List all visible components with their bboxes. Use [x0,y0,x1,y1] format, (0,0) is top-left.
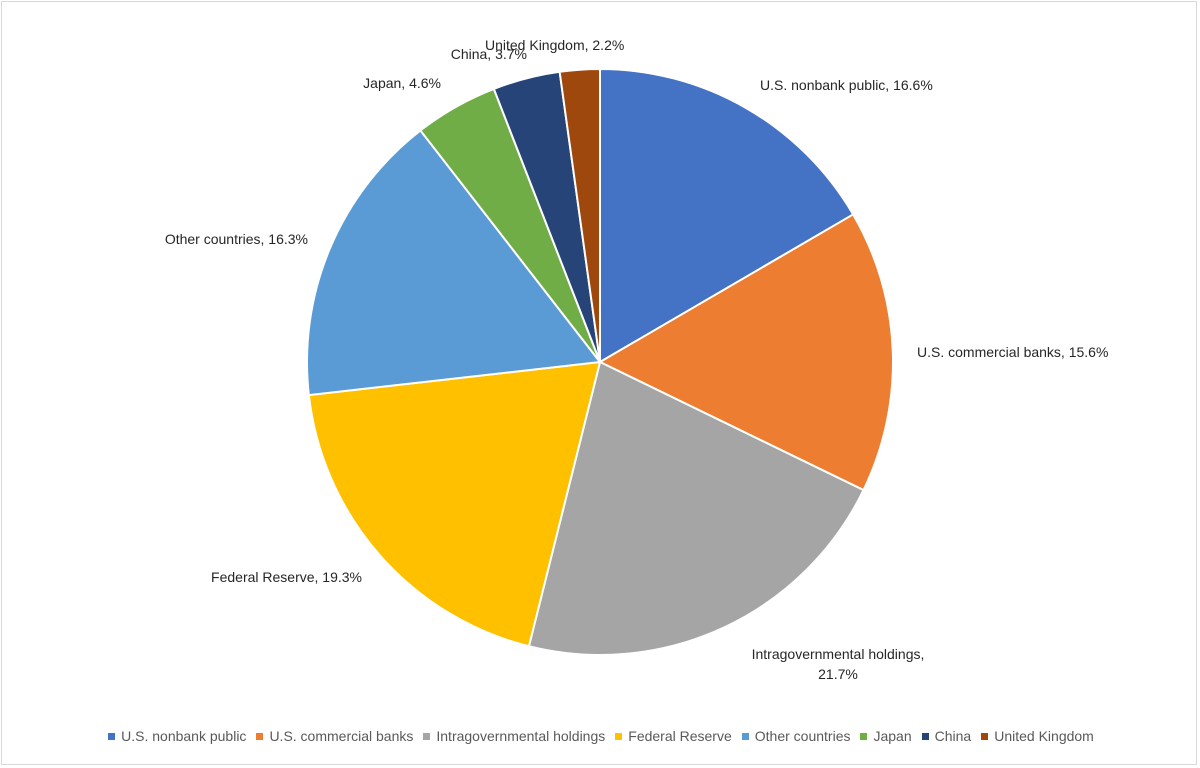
data-label-japan: Japan, 4.6% [363,75,441,91]
pie-slice-u-s-commercial-banks [597,213,894,492]
data-label-intragovernmental-holdings: Intragovernmental holdings, 21.7% [752,646,925,682]
legend-item-china: China [921,728,972,744]
legend-label: Intragovernmental holdings [436,728,606,744]
legend-swatch [423,732,431,740]
legend-item-united-kingdom: United Kingdom [981,728,1094,744]
data-label-u-s-commercial-banks: U.S. commercial banks, 15.6% [917,344,1108,360]
legend-item-u-s-commercial-banks: U.S. commercial banks [256,728,413,744]
legend-item-japan: Japan [860,728,912,744]
data-label-federal-reserve: Federal Reserve, 19.3% [211,569,362,585]
legend-swatch [615,732,623,740]
data-label-other-countries: Other countries, 16.3% [165,231,308,247]
pie-slices [306,67,894,656]
legend-label: Federal Reserve [628,728,732,744]
legend-swatch [860,732,868,740]
pie-slice-other-countries [306,129,602,397]
legend-item-intragovernmental-holdings: Intragovernmental holdings [423,728,605,744]
data-label-china: China, 3.7% [451,46,527,62]
legend-swatch [108,732,116,740]
legend-swatch [256,732,264,740]
data-label-u-s-nonbank-public: U.S. nonbank public, 16.6% [760,77,933,93]
pie-slice-intragovernmental-holdings [527,360,865,656]
legend-label: U.S. nonbank public [121,728,247,744]
legend-label: Japan [873,728,912,744]
legend-swatch [741,732,749,740]
pie-slice-u-s-nonbank-public [599,67,855,364]
data-label-united-kingdom: United Kingdom, 2.2% [485,37,624,53]
pie-slice-united-kingdom [558,67,601,363]
legend-item-federal-reserve: Federal Reserve [615,728,732,744]
legend-label: U.S. commercial banks [269,728,414,744]
chart-legend: U.S. nonbank public U.S. commercial banks… [2,728,1200,744]
legend-item-other-countries: Other countries [741,728,851,744]
legend-swatch [981,732,989,740]
legend-swatch [921,732,929,740]
pie-slice-labels: U.S. nonbank public, 16.6% U.S. commercia… [165,37,1109,682]
legend-label: United Kingdom [994,728,1094,744]
legend-label: China [934,728,972,744]
legend-label: Other countries [754,728,851,744]
pie-slice-federal-reserve [307,360,602,648]
legend-item-u-s-nonbank-public: U.S. nonbank public [108,728,246,744]
